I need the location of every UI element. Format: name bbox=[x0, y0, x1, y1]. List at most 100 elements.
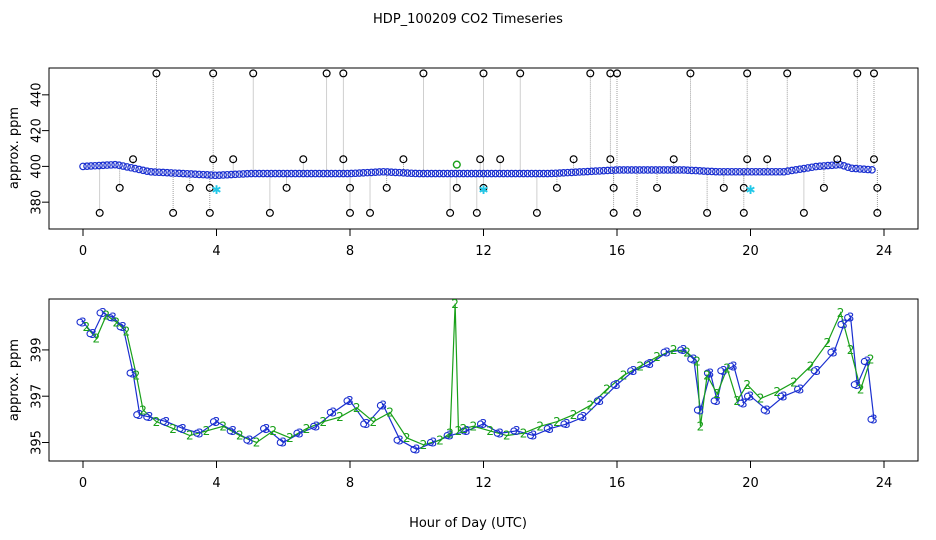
top-baseline-point bbox=[447, 169, 456, 178]
top-axis-ticks bbox=[42, 94, 885, 236]
top-outlier-point bbox=[609, 208, 618, 217]
top-baseline-point bbox=[387, 168, 396, 176]
bottom-series-circle bbox=[209, 418, 218, 426]
top-baseline-point bbox=[748, 167, 756, 176]
top-baseline-point bbox=[848, 164, 856, 173]
top-outlier-point bbox=[606, 155, 615, 164]
top-baseline-point bbox=[571, 168, 580, 176]
bottom-series-marker: 3 bbox=[129, 366, 137, 380]
top-baseline-point bbox=[467, 169, 476, 178]
top-baseline-point bbox=[503, 169, 512, 178]
top-baseline-point bbox=[772, 167, 780, 176]
bottom-y-tick-label: 395 bbox=[30, 430, 45, 455]
top-baseline-point bbox=[756, 167, 764, 176]
top-outlier-point bbox=[633, 208, 642, 217]
top-baseline-point bbox=[187, 170, 195, 178]
top-baseline-point bbox=[719, 167, 728, 176]
bottom-series-marker: 3 bbox=[707, 366, 715, 380]
top-baseline-point bbox=[832, 161, 840, 169]
top-baseline-point bbox=[411, 169, 420, 178]
top-baseline-point bbox=[768, 167, 776, 176]
bottom-x-tick-label: 0 bbox=[79, 476, 87, 491]
top-baseline-point bbox=[511, 169, 520, 178]
top-baseline-point bbox=[667, 166, 676, 174]
top-outlier-point bbox=[479, 183, 488, 192]
bottom-series-circle bbox=[693, 406, 701, 414]
top-x-tick-label: 0 bbox=[79, 244, 87, 259]
bottom-series-circle bbox=[126, 369, 134, 377]
bottom-series-marker: 3 bbox=[830, 345, 838, 359]
bottom-series-marker: 3 bbox=[546, 422, 554, 436]
bottom-series-marker: 3 bbox=[596, 394, 604, 408]
bottom-series-marker: 2 bbox=[570, 408, 578, 422]
bottom-series-marker: 2 bbox=[683, 345, 691, 359]
bottom-series-marker: 3 bbox=[730, 359, 738, 373]
bottom-series-marker: 2 bbox=[773, 385, 781, 399]
top-baseline-point bbox=[844, 163, 852, 172]
top-baseline-point bbox=[687, 166, 696, 175]
top-outlier-point bbox=[653, 183, 662, 192]
bottom-series-marker: 2 bbox=[219, 419, 227, 433]
bottom-series-circle bbox=[677, 346, 685, 354]
bottom-series-marker: 2 bbox=[723, 362, 731, 376]
top-outlier-point bbox=[472, 208, 481, 217]
bottom-series-marker: 3 bbox=[840, 318, 848, 332]
top-baseline-point bbox=[740, 167, 748, 176]
top-baseline-point bbox=[868, 166, 876, 174]
top-baseline-point bbox=[203, 171, 211, 179]
top-baseline-point bbox=[95, 161, 103, 170]
bottom-series-marker: 2 bbox=[420, 438, 428, 452]
top-baseline-point bbox=[251, 169, 260, 178]
bottom-series-marker: 3 bbox=[213, 415, 221, 429]
top-baseline-point bbox=[455, 169, 464, 178]
bottom-series-marker: 3 bbox=[740, 396, 748, 410]
top-baseline-point bbox=[139, 166, 147, 175]
top-baseline-point bbox=[691, 166, 700, 175]
top-x-tick-label: 20 bbox=[742, 244, 759, 259]
top-outlier-point bbox=[799, 208, 808, 217]
bottom-series-circle bbox=[310, 422, 318, 430]
top-baseline-point bbox=[459, 169, 468, 178]
top-baseline-point bbox=[611, 166, 620, 174]
top-baseline-point bbox=[744, 167, 752, 176]
top-baseline-point bbox=[443, 169, 452, 178]
top-baseline-point bbox=[784, 167, 792, 175]
top-outlier-point bbox=[95, 208, 104, 217]
top-baseline-point bbox=[219, 171, 227, 179]
bottom-series-marker: 3 bbox=[630, 364, 638, 378]
top-baseline-point bbox=[575, 168, 584, 176]
bottom-series-marker: 3 bbox=[763, 403, 771, 417]
bottom-series-marker: 2 bbox=[603, 382, 611, 396]
bottom-series-circle bbox=[577, 413, 585, 421]
bottom-series-circle bbox=[717, 367, 725, 375]
bottom-series-line bbox=[82, 312, 875, 451]
top-outlier-point bbox=[129, 155, 138, 164]
top-baseline-point bbox=[427, 169, 436, 178]
bottom-series-marker: 3 bbox=[346, 394, 354, 408]
bottom-series-circle bbox=[860, 357, 868, 366]
top-baseline-point bbox=[351, 169, 360, 178]
bottom-series-marker: 2 bbox=[470, 419, 478, 433]
bottom-y-tick-label: 399 bbox=[30, 338, 45, 363]
top-baseline-point bbox=[860, 165, 868, 174]
top-baseline-point bbox=[159, 168, 167, 177]
top-baseline-point bbox=[87, 162, 95, 170]
top-baseline-point bbox=[780, 167, 788, 176]
top-baseline-point bbox=[683, 166, 692, 174]
bottom-series-marker: 3 bbox=[663, 345, 671, 359]
top-baseline-point bbox=[335, 169, 344, 178]
bottom-series-marker: 3 bbox=[747, 389, 755, 403]
top-baseline-point bbox=[347, 169, 356, 178]
bottom-series-marker: 3 bbox=[136, 408, 144, 422]
top-outlier-point bbox=[169, 208, 178, 217]
top-baseline-point bbox=[499, 169, 508, 178]
bottom-series-marker: 2 bbox=[253, 436, 261, 450]
bottom-series-circle bbox=[560, 420, 568, 428]
bottom-axis-ticks bbox=[42, 349, 885, 468]
top-baseline-point bbox=[579, 167, 588, 176]
bottom-series-marker: 2 bbox=[620, 369, 628, 383]
top-baseline-point bbox=[171, 169, 179, 177]
bottom-series-marker: 3 bbox=[279, 436, 287, 450]
bottom-series-marker: 2 bbox=[637, 359, 645, 373]
bottom-series-marker: 3 bbox=[229, 424, 237, 438]
